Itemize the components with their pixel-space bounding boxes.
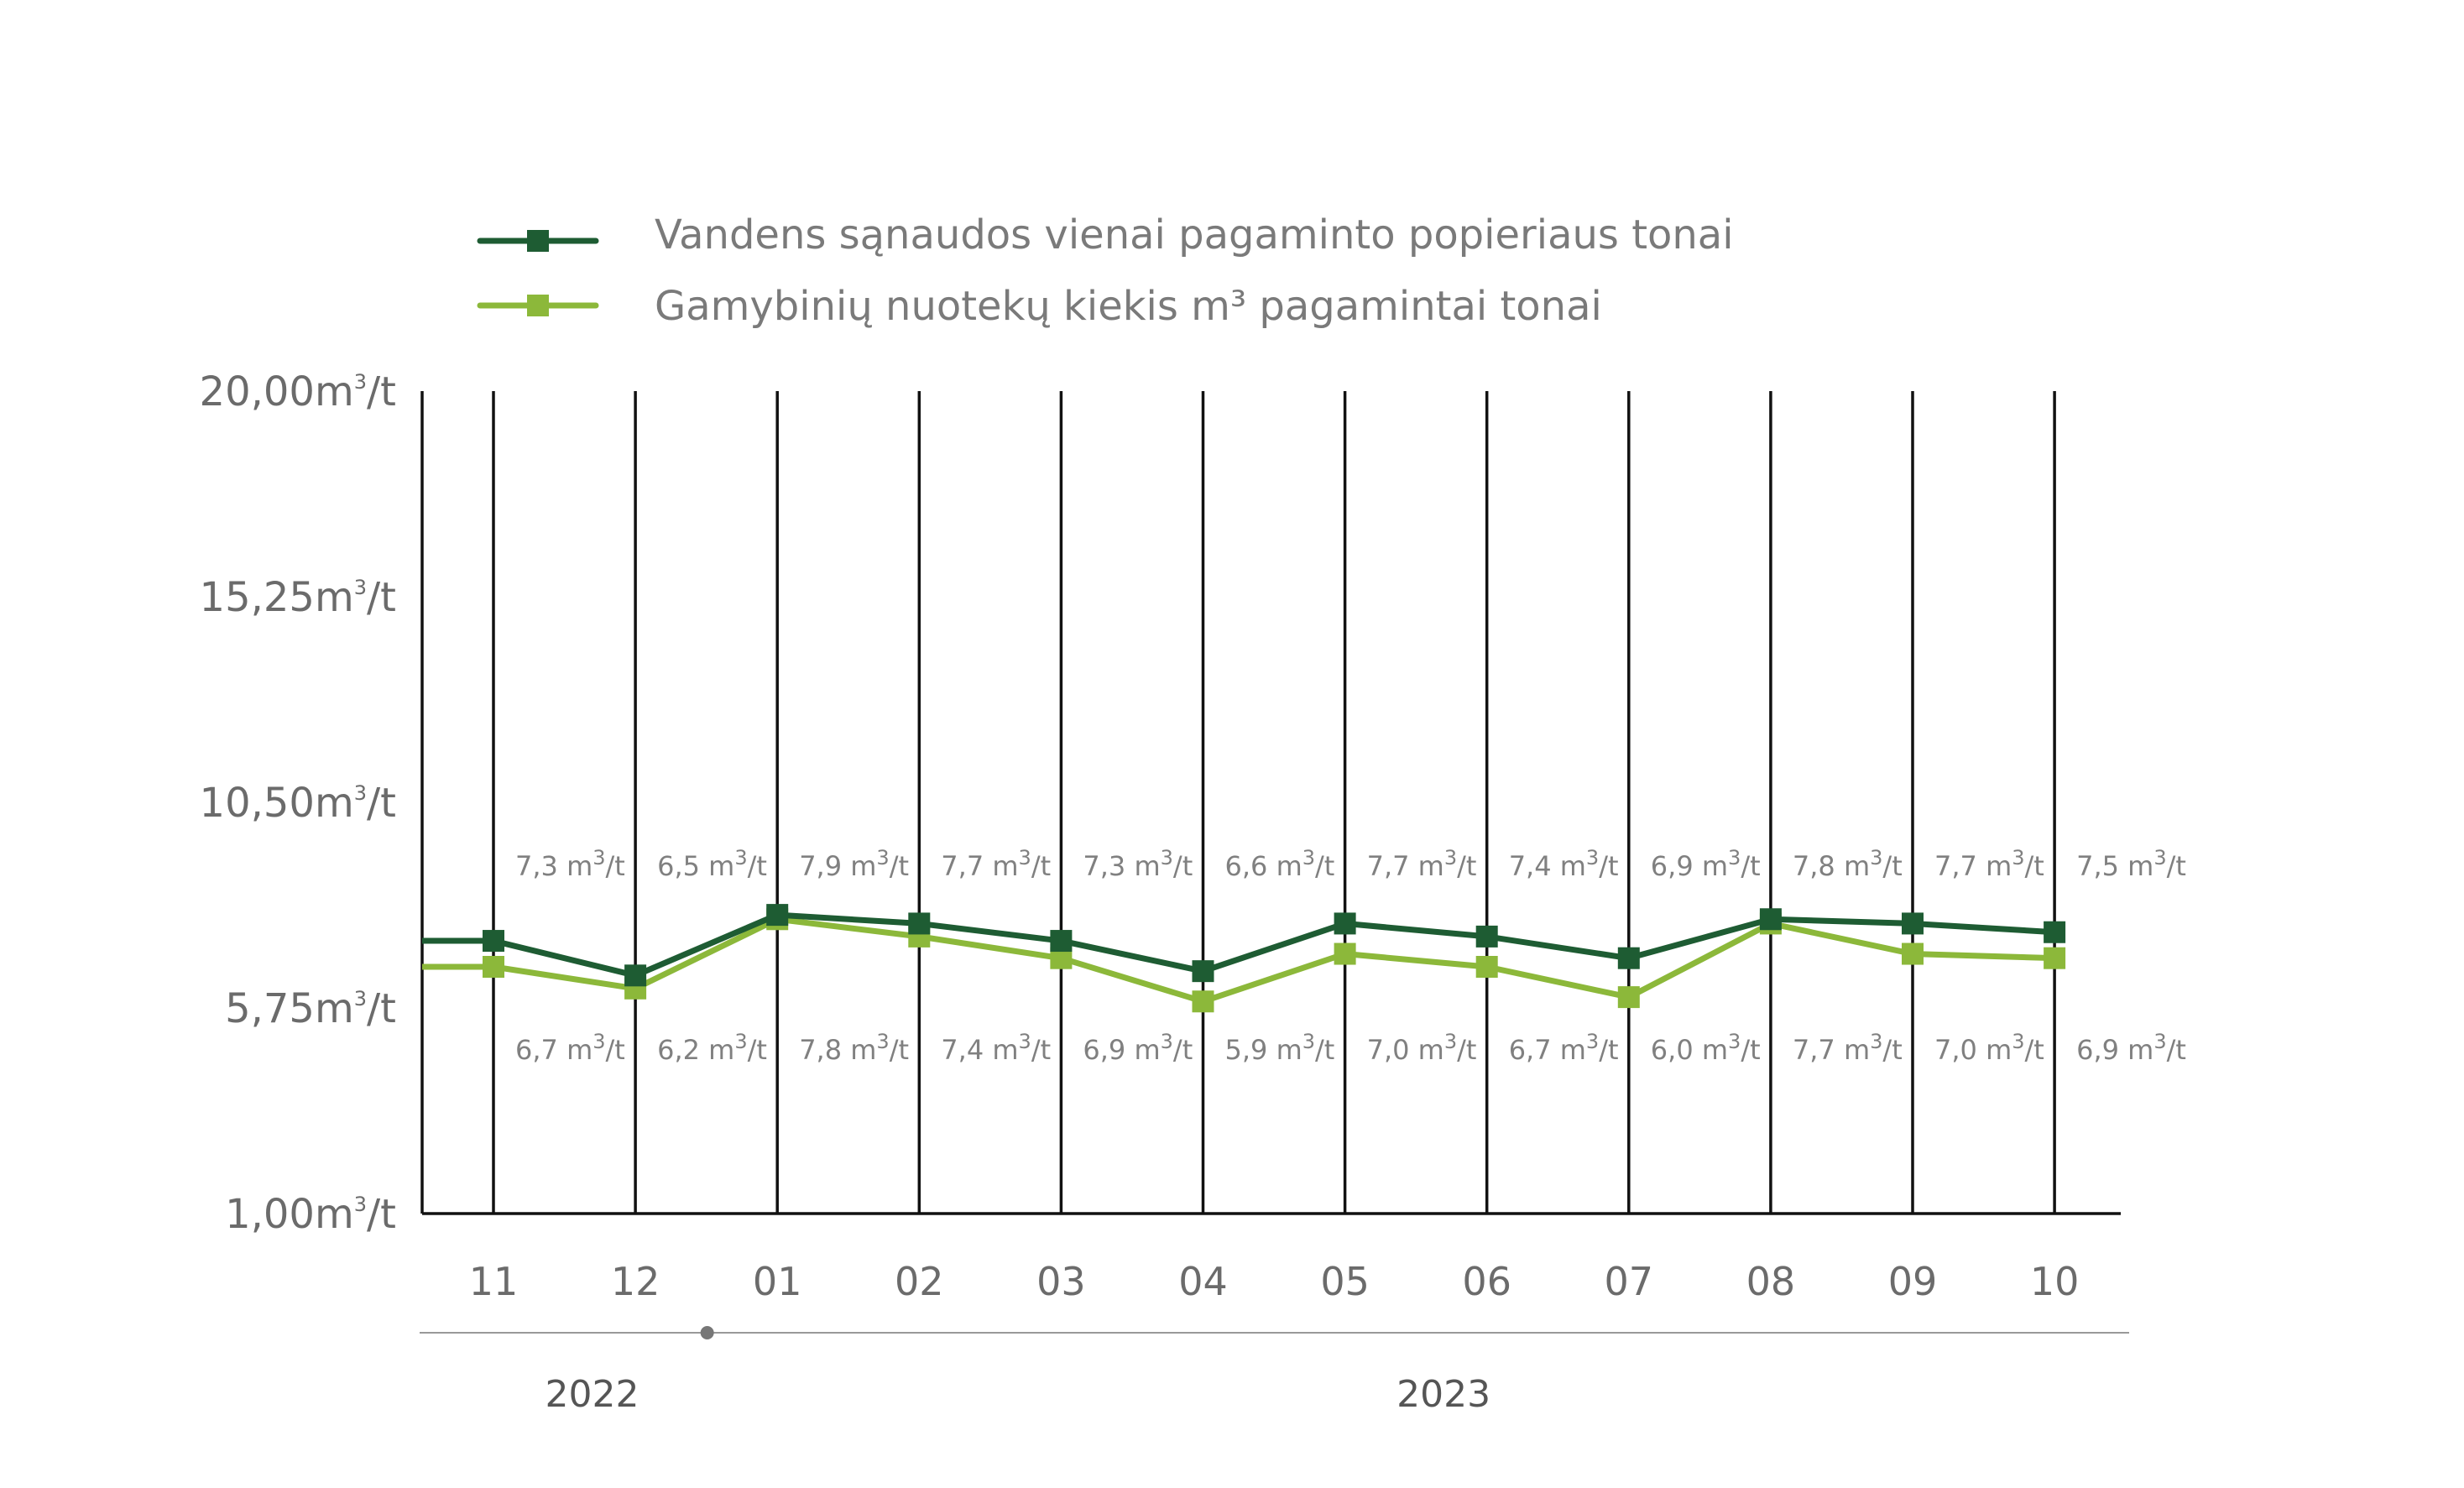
x-tick-label-04: 04 — [1178, 1259, 1228, 1304]
data-label-wastewater-12: 6,2 m3/t — [657, 1030, 767, 1066]
data-label-wastewater-08: 7,7 m3/t — [1793, 1030, 1903, 1066]
legend: Vandens sąnaudos vienai pagaminto popier… — [477, 211, 1734, 330]
data-label-water-02: 7,7 m3/t — [941, 846, 1051, 882]
x-tick-label-09: 09 — [1888, 1259, 1938, 1304]
point-water-01 — [766, 904, 789, 927]
point-water-02 — [908, 912, 931, 935]
point-water-07 — [1617, 947, 1640, 969]
x-tick-label-03: 03 — [1036, 1259, 1086, 1304]
x-tick-label-06: 06 — [1462, 1259, 1511, 1304]
point-wastewater-04 — [1192, 990, 1214, 1013]
data-label-water-10: 7,5 m3/t — [2076, 846, 2186, 882]
year-label-2022: 2022 — [546, 1373, 639, 1416]
point-water-03 — [1050, 930, 1073, 953]
point-water-10 — [2044, 921, 2066, 943]
data-label-wastewater-03: 6,9 m3/t — [1083, 1030, 1193, 1066]
data-label-wastewater-04: 5,9 m3/t — [1225, 1030, 1335, 1066]
data-label-wastewater-09: 7,0 m3/t — [1934, 1030, 2044, 1066]
data-label-wastewater-06: 6,7 m3/t — [1509, 1030, 1619, 1066]
vertical-gridlines — [492, 391, 2056, 1214]
series-water — [422, 904, 2066, 987]
y-axis-ticks: 1,00m3/t 5,75m3/t 10,50m3/t 15,25m3/t 20,00m… — [200, 368, 396, 1238]
x-tick-label-05: 05 — [1320, 1259, 1370, 1304]
year-boundary-dot — [700, 1326, 714, 1339]
legend-marker-water — [527, 230, 549, 252]
data-label-water-11: 7,3 m3/t — [515, 846, 625, 882]
data-label-wastewater-05: 7,0 m3/t — [1367, 1030, 1477, 1066]
point-wastewater-07 — [1617, 986, 1640, 1009]
x-tick-label-01: 01 — [753, 1259, 802, 1304]
point-wastewater-05 — [1334, 942, 1356, 965]
legend-item-water: Vandens sąnaudos vienai pagaminto popier… — [477, 211, 1734, 258]
point-water-06 — [1475, 925, 1498, 948]
x-axis-ticks: 11 12 01 02 03 04 05 06 07 08 09 10 — [469, 1259, 2080, 1304]
point-water-09 — [1902, 912, 1924, 935]
y-tick-label: 15,25m3/t — [200, 574, 396, 621]
y-tick-label: 20,00m3/t — [200, 368, 396, 415]
point-water-12 — [624, 964, 647, 987]
point-water-11 — [483, 930, 504, 953]
point-wastewater-10 — [2044, 947, 2066, 969]
x-tick-label-02: 02 — [895, 1259, 944, 1304]
data-label-wastewater-02: 7,4 m3/t — [941, 1030, 1051, 1066]
axes — [420, 391, 2121, 1215]
data-label-water-09: 7,7 m3/t — [1934, 846, 2044, 882]
point-water-05 — [1334, 912, 1356, 935]
data-label-water-03: 7,3 m3/t — [1083, 846, 1193, 882]
point-wastewater-11 — [483, 956, 504, 978]
data-label-water-12: 6,5 m3/t — [657, 846, 767, 882]
data-label-wastewater-01: 7,8 m3/t — [799, 1030, 909, 1066]
data-label-water-04: 6,6 m3/t — [1225, 846, 1335, 882]
point-water-04 — [1192, 960, 1214, 983]
legend-label-water: Vandens sąnaudos vienai pagaminto popier… — [655, 211, 1734, 258]
y-tick-label: 10,50m3/t — [200, 780, 396, 827]
point-water-08 — [1759, 908, 1782, 931]
legend-item-wastewater: Gamybinių nuotekų kiekis m³ pagamintai t… — [477, 283, 1602, 330]
legend-label-wastewater: Gamybinių nuotekų kiekis m³ pagamintai t… — [655, 283, 1602, 330]
data-label-water-06: 7,4 m3/t — [1509, 846, 1619, 882]
data-labels: 7,3 m3/t 6,5 m3/t 7,9 m3/t 7,7 m3/t 7,3 m3/t… — [515, 846, 2186, 1066]
series-line-water — [422, 911, 2055, 979]
year-label-2023: 2023 — [1396, 1373, 1490, 1416]
x-tick-label-07: 07 — [1605, 1259, 1654, 1304]
x-tick-label-12: 12 — [611, 1259, 660, 1304]
point-wastewater-09 — [1902, 942, 1924, 965]
legend-marker-wastewater — [527, 295, 549, 316]
x-tick-label-11: 11 — [469, 1259, 519, 1304]
data-label-water-07: 6,9 m3/t — [1651, 846, 1761, 882]
data-label-wastewater-11: 6,7 m3/t — [515, 1030, 625, 1066]
series-layer — [422, 904, 2066, 1013]
x-tick-label-08: 08 — [1746, 1259, 1796, 1304]
data-label-water-01: 7,9 m3/t — [799, 846, 909, 882]
data-label-water-08: 7,8 m3/t — [1793, 846, 1903, 882]
year-axis: 2022 2023 — [420, 1326, 2129, 1416]
x-tick-label-10: 10 — [2030, 1259, 2080, 1304]
y-tick-label: 1,00m3/t — [225, 1191, 396, 1238]
data-label-wastewater-07: 6,0 m3/t — [1651, 1030, 1761, 1066]
data-label-wastewater-10: 6,9 m3/t — [2076, 1030, 2186, 1066]
y-tick-label: 5,75m3/t — [225, 985, 396, 1032]
point-wastewater-06 — [1475, 956, 1498, 978]
data-label-water-05: 7,7 m3/t — [1367, 846, 1477, 882]
